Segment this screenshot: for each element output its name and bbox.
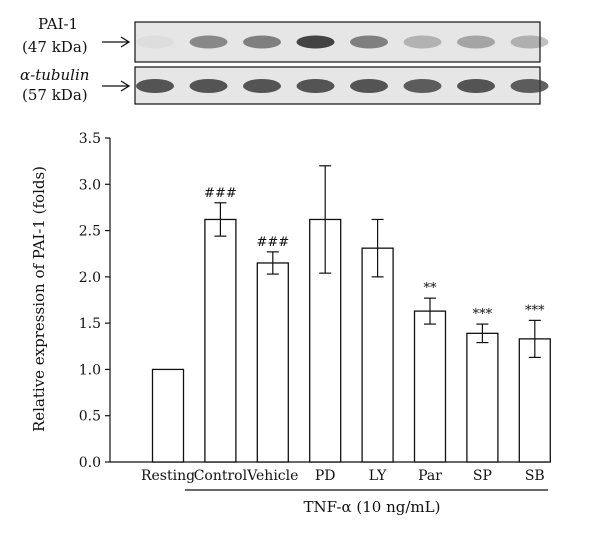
bar [151,368,185,463]
x-tick-label: Control [194,468,248,484]
blot-band [457,35,495,49]
blot-band [296,35,335,49]
blot-band [457,79,495,93]
blot-band [136,35,174,49]
blot-band [189,35,228,49]
y-tick-label: 0.0 [79,455,101,471]
blot-band [350,35,388,49]
x-tick-label: Resting [141,468,195,484]
blot-bands-pai1 [136,35,549,49]
blot-arrow-tubulin [102,80,131,92]
blot-band [136,79,174,93]
y-tick-label: 3.5 [79,131,101,147]
x-tick-label: Par [418,468,442,484]
significance-mark: ### [256,235,289,250]
significance-mark: *** [525,303,545,318]
x-tick-label: SP [473,468,492,484]
y-tick-label: 1.0 [79,362,101,378]
bar [466,332,499,463]
y-tick-label: 1.5 [79,316,101,332]
x-tick-label: Vehicle [246,468,298,484]
bar-chart: Relative expression of PAI-1 (folds) 0.0… [30,131,551,516]
significance-mark: ** [424,281,438,296]
bar [361,247,394,463]
blot-band [243,35,281,49]
bar [518,338,551,463]
blot-band [350,79,388,93]
significance-mark: *** [473,307,493,322]
x-tick-label: SB [525,468,545,484]
significance-mark: ### [204,186,237,201]
blot-label-pai1-size: (47 kDa) [22,38,88,56]
blot-label-tubulin-size: (57 kDa) [22,86,88,104]
x-tick-label: PD [315,468,336,484]
blot-band [403,35,442,49]
blot-label-pai1: PAI-1 [38,15,78,33]
blot-arrow-pai1 [102,36,131,48]
western-blot: PAI-1 (47 kDa) α-tubulin (57 kDa) [20,15,549,105]
blot-band [189,79,228,93]
blot-label-tubulin: α-tubulin [20,66,89,84]
bar [256,262,289,463]
bars: ######***** *** [151,165,551,463]
blot-band [403,79,442,93]
blot-band [296,79,335,93]
blot-bands-tubulin [136,79,549,93]
bar [413,310,447,463]
group-label: TNF-α (10 ng/mL) [304,498,441,516]
blot-band [510,35,549,49]
x-tick-label: LY [369,468,387,484]
y-tick-label: 0.5 [79,409,101,425]
y-axis-title: Relative expression of PAI-1 (folds) [30,166,48,432]
blot-band [510,79,549,93]
blot-band [243,79,281,93]
y-tick-label: 2.0 [79,270,101,286]
y-tick-label: 2.5 [79,224,101,240]
bar [204,218,237,463]
y-tick-label: 3.0 [79,177,101,193]
